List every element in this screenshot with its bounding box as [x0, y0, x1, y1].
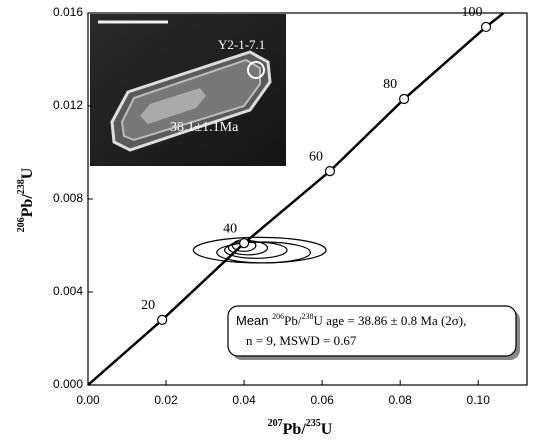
x-tick-label: 0.06: [310, 393, 334, 407]
x-tick-label: 0.00: [76, 393, 100, 407]
annotation-superscript: 238: [301, 312, 313, 321]
error-ellipse: [193, 237, 326, 263]
y-tick-label: 0.004: [53, 284, 83, 298]
x-tick-label: 0.04: [232, 393, 256, 407]
x-tick-label: 0.10: [467, 393, 491, 407]
y-axis-label-part: U: [19, 167, 36, 179]
annotation-part: Pb/: [284, 313, 302, 328]
age-label: 60: [309, 149, 323, 164]
x-axis-label-part: U: [321, 421, 333, 438]
y-tick-label: 0.012: [53, 98, 83, 112]
age-label: 100: [462, 5, 483, 20]
y-axis-label-part: Pb/: [19, 194, 36, 218]
x-tick-label: 0.08: [388, 393, 412, 407]
age-marker: [240, 239, 249, 248]
x-axis-label: 207Pb/235U: [268, 418, 333, 437]
y-axis-label: 206Pb/238U: [16, 167, 35, 232]
age-label: 80: [383, 77, 397, 92]
y-axis-label-superscript: 238: [16, 179, 27, 194]
age-marker: [400, 95, 409, 104]
inset-image: Y2-1-7.1 38.1±1.1Ma: [90, 14, 286, 166]
y-tick-label: 0.000: [53, 377, 83, 391]
annotation-part: Mean: [236, 313, 272, 328]
inset-age-label: 38.1±1.1Ma: [170, 120, 239, 135]
x-axis-label-superscript: 207: [268, 418, 283, 429]
age-label: 40: [223, 221, 237, 236]
inset-spot-label: Y2-1-7.1: [218, 37, 265, 52]
annotation-part: U age = 38.86 ± 0.8 Ma (2σ),: [313, 313, 466, 328]
y-tick-label: 0.008: [53, 191, 83, 205]
annotation-line: Mean 206Pb/238U age = 38.86 ± 0.8 Ma (2σ…: [236, 312, 466, 329]
age-label: 20: [141, 298, 155, 313]
y-axis-label-superscript: 206: [16, 217, 27, 232]
age-marker: [482, 22, 491, 31]
annotation-line: n = 9, MSWD = 0.67: [246, 333, 357, 348]
x-axis-label-part: Pb/: [283, 421, 307, 438]
annotation-superscript: 206: [272, 312, 284, 321]
x-axis-label-superscript: 235: [306, 418, 321, 429]
chart: Y2-1-7.1 38.1±1.1Ma 0.00 0.02 0.04 0.06 0.08…: [0, 0, 545, 446]
y-tick-label: 0.016: [53, 5, 83, 19]
age-marker: [325, 167, 334, 176]
x-tick-label: 0.02: [154, 393, 178, 407]
age-marker: [158, 315, 167, 324]
